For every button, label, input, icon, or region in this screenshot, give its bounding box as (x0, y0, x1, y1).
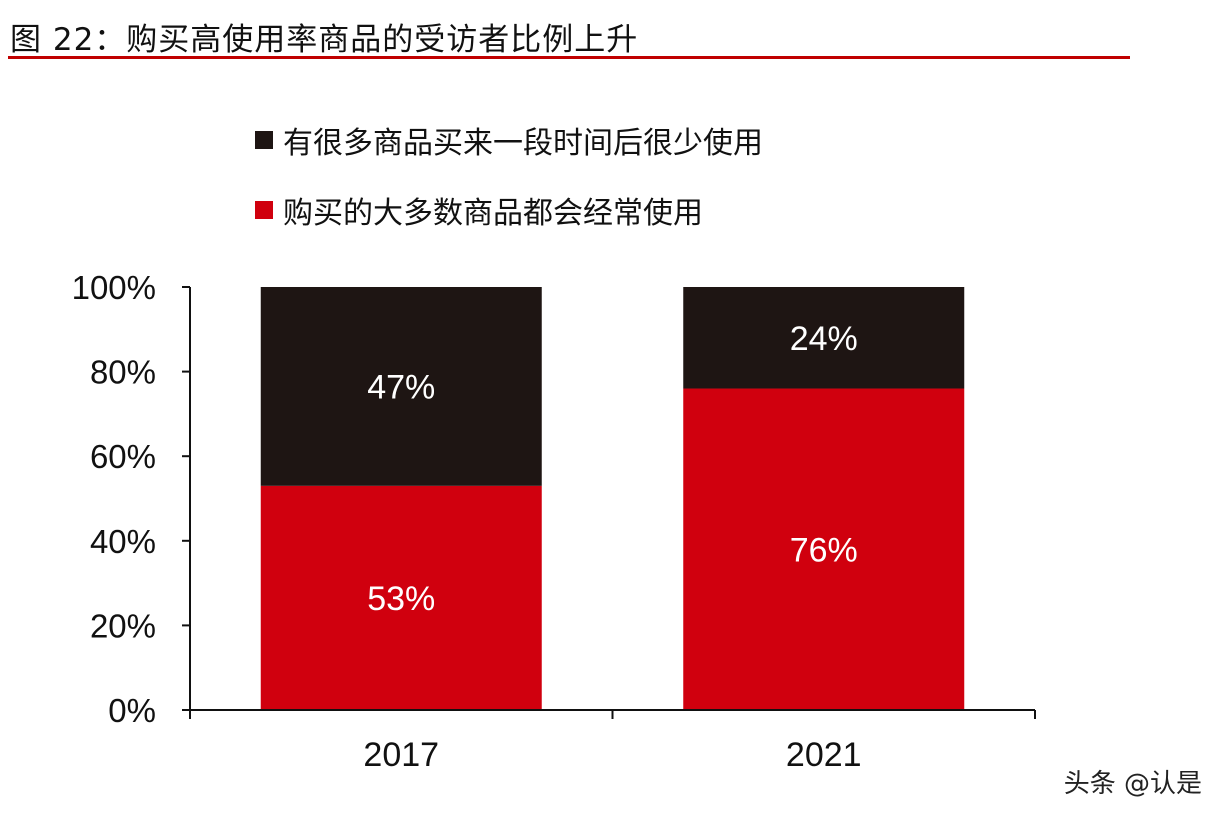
y-tick-label: 80% (90, 354, 156, 391)
bar-segment (260, 485, 542, 710)
y-tick-label: 100% (72, 269, 156, 306)
bar-segment (260, 287, 542, 486)
watermark: 头条 @认是 (1063, 769, 1202, 799)
legend-item-rarely-used: 有很多商品买来一段时间后很少使用 (255, 118, 763, 162)
data-label: 76% (790, 531, 858, 569)
x-tick-label: 2021 (786, 736, 862, 774)
chart-title: 图 22：购买高使用率商品的受访者比例上升 (10, 22, 639, 58)
bar-segment (683, 388, 965, 710)
data-label: 24% (790, 320, 858, 358)
data-label: 47% (367, 368, 435, 406)
legend-swatch-red (255, 201, 273, 219)
y-tick-label: 20% (90, 607, 156, 644)
legend-label: 有很多商品买来一段时间后很少使用 (283, 126, 763, 161)
y-tick-label: 60% (90, 438, 156, 475)
legend-item-often-used: 购买的大多数商品都会经常使用 (255, 188, 703, 232)
legend-label: 购买的大多数商品都会经常使用 (283, 196, 703, 231)
x-tick-label: 2017 (363, 736, 439, 774)
data-label: 53% (367, 580, 435, 618)
y-tick-label: 0% (108, 692, 156, 729)
y-tick-label: 40% (90, 523, 156, 560)
bar-segment (683, 287, 965, 389)
legend-swatch-dark (255, 131, 273, 149)
title-underline (8, 56, 1130, 59)
